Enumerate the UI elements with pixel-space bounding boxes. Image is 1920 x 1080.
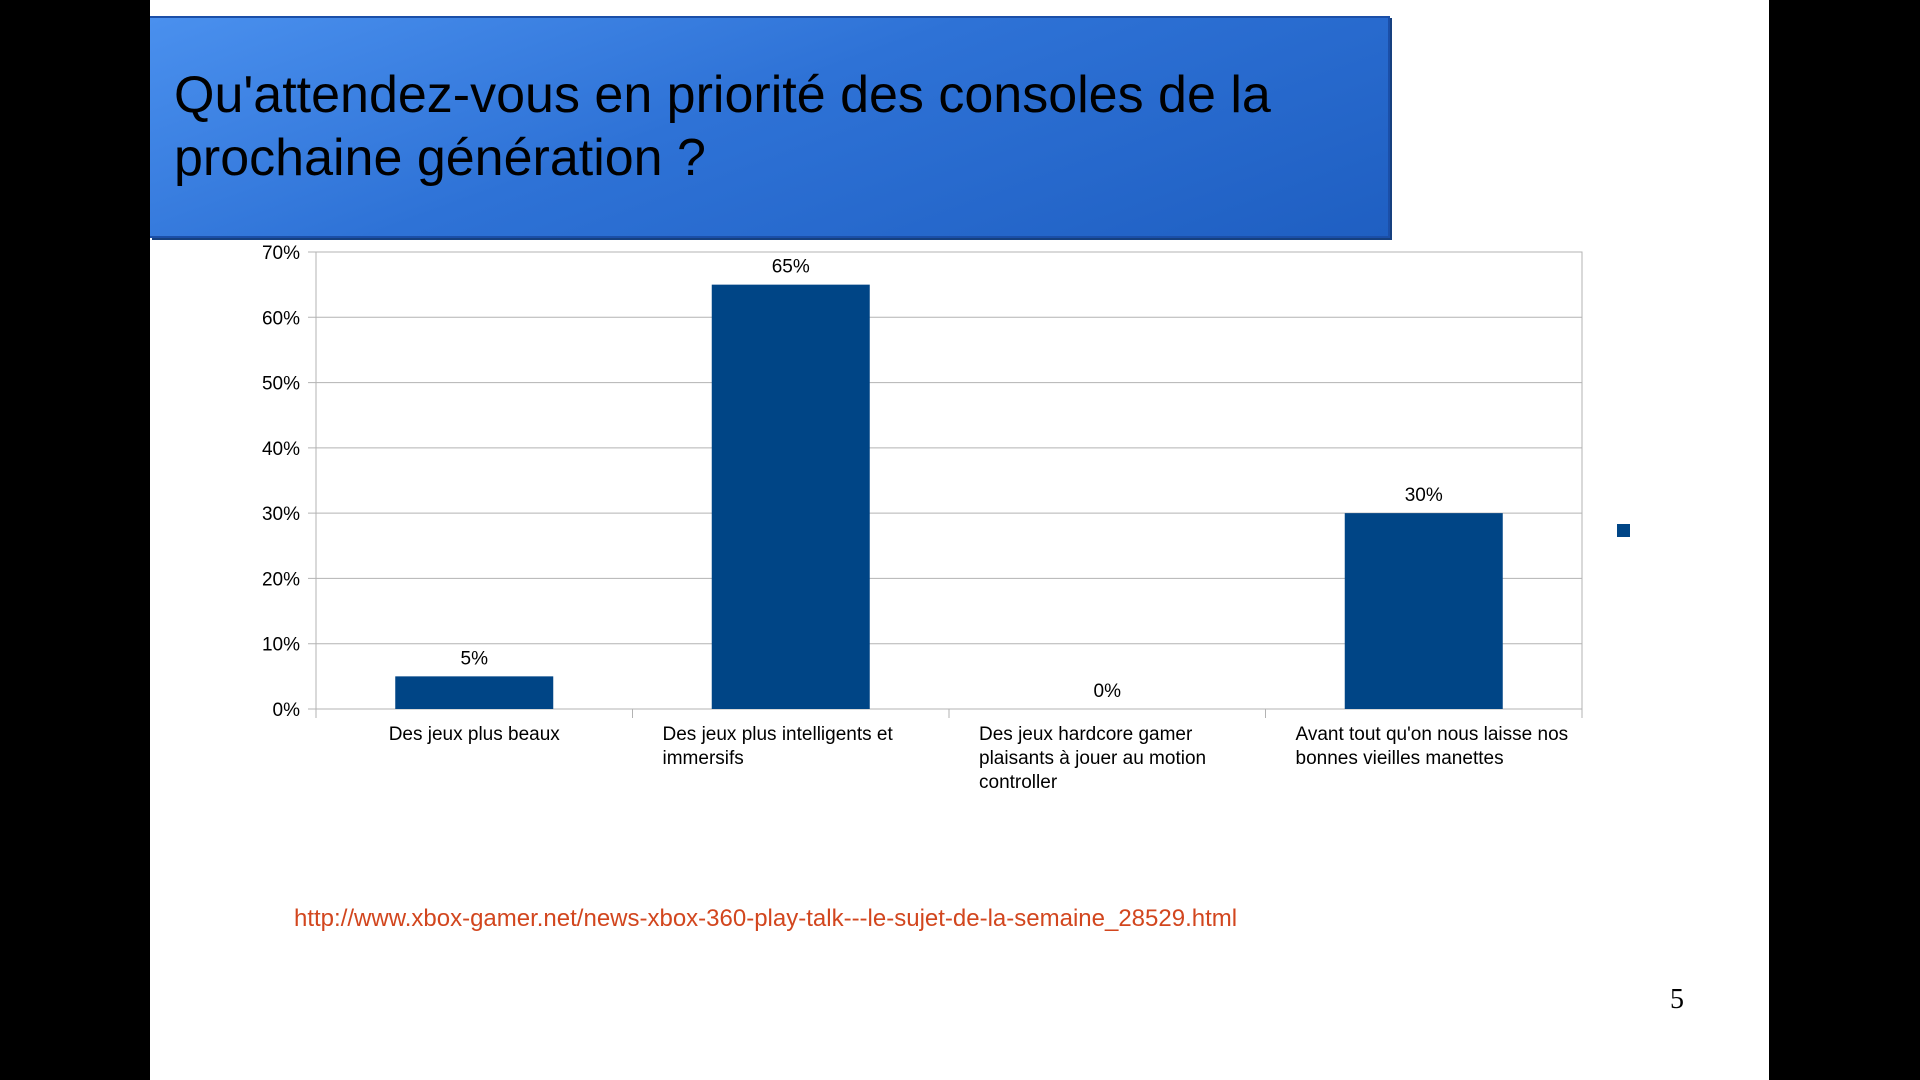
bar <box>1344 513 1503 709</box>
data-label: 0% <box>1094 681 1122 702</box>
x-category-label: Des jeux plus beaux <box>388 724 560 745</box>
y-tick-label: 40% <box>262 439 300 460</box>
x-category-label: Des jeux hardcore gamer plaisants à joue… <box>979 724 1207 793</box>
y-tick-label: 60% <box>262 308 300 329</box>
y-tick-label: 10% <box>262 635 300 656</box>
slide-title: Qu'attendez-vous en priorité des console… <box>174 66 1271 187</box>
y-tick-label: 30% <box>262 504 300 525</box>
x-category-label: Avant tout qu'on nous laisse nos bonnes … <box>1295 724 1569 769</box>
title-box: Qu'attendez-vous en priorité des console… <box>150 16 1390 238</box>
source-link[interactable]: http://www.xbox-gamer.net/news-xbox-360-… <box>294 905 1238 932</box>
page-number: 5 <box>1670 984 1684 1015</box>
x-category-label: Des jeux plus intelligents et immersifs <box>662 724 893 769</box>
bar <box>711 284 870 709</box>
legend-marker <box>1617 524 1630 537</box>
y-tick-label: 50% <box>262 374 300 395</box>
data-label: 30% <box>1405 485 1443 506</box>
y-tick-label: 70% <box>262 243 300 264</box>
y-tick-label: 20% <box>262 569 300 590</box>
slide: Qu'attendez-vous en priorité des console… <box>150 0 1769 1080</box>
bar-chart: 0% 10% 20% 30% 40% 50% 60% 70% 5% 65% 0% 30% <box>262 243 1630 721</box>
data-label: 65% <box>772 257 810 278</box>
bar <box>395 676 554 709</box>
y-tick-label: 0% <box>273 700 301 721</box>
data-label: 5% <box>461 648 489 669</box>
